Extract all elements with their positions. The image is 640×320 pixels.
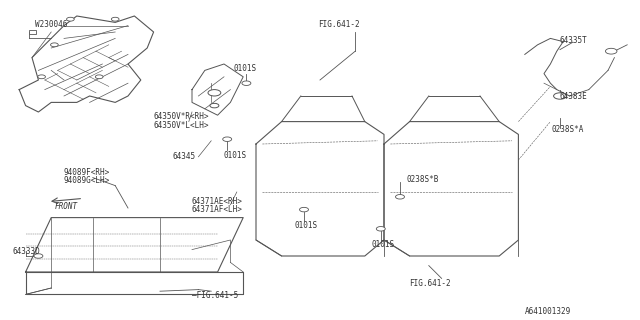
Circle shape: [376, 227, 385, 231]
Text: FIG.641-2: FIG.641-2: [318, 20, 360, 28]
Text: 64350V*L<LH>: 64350V*L<LH>: [154, 121, 209, 130]
Text: A641001329: A641001329: [525, 308, 571, 316]
Circle shape: [95, 75, 103, 79]
Text: 94089F<RH>: 94089F<RH>: [64, 168, 110, 177]
Circle shape: [111, 17, 119, 21]
Text: 94089G<LH>: 94089G<LH>: [64, 176, 110, 185]
Text: 0101S: 0101S: [294, 221, 317, 230]
Text: W230046: W230046: [35, 20, 68, 28]
Text: 64371AF<LH>: 64371AF<LH>: [192, 205, 243, 214]
Text: —FIG.641-5: —FIG.641-5: [192, 292, 238, 300]
Text: 0238S*B: 0238S*B: [406, 175, 439, 184]
Circle shape: [34, 254, 43, 258]
Circle shape: [554, 93, 566, 99]
Circle shape: [67, 17, 74, 21]
Circle shape: [210, 103, 219, 108]
Text: 0238S*A: 0238S*A: [552, 125, 584, 134]
Text: 64335T: 64335T: [560, 36, 588, 44]
Bar: [29, 30, 36, 34]
Circle shape: [242, 81, 251, 85]
Circle shape: [38, 75, 45, 79]
Text: FIG.641-2: FIG.641-2: [410, 279, 451, 288]
Text: 64350V*R<RH>: 64350V*R<RH>: [154, 112, 209, 121]
Circle shape: [51, 43, 58, 47]
Text: 64371AE<RH>: 64371AE<RH>: [192, 197, 243, 206]
Text: 64345: 64345: [173, 152, 196, 161]
Text: 0101S: 0101S: [234, 64, 257, 73]
Circle shape: [300, 207, 308, 212]
Circle shape: [605, 48, 617, 54]
Circle shape: [223, 137, 232, 141]
Circle shape: [396, 195, 404, 199]
Text: 64333D: 64333D: [13, 247, 40, 256]
Text: FRONT: FRONT: [54, 202, 77, 211]
Text: 64383E: 64383E: [560, 92, 588, 100]
Text: 0101S: 0101S: [224, 151, 247, 160]
Circle shape: [208, 90, 221, 96]
Text: 0101S: 0101S: [371, 240, 394, 249]
